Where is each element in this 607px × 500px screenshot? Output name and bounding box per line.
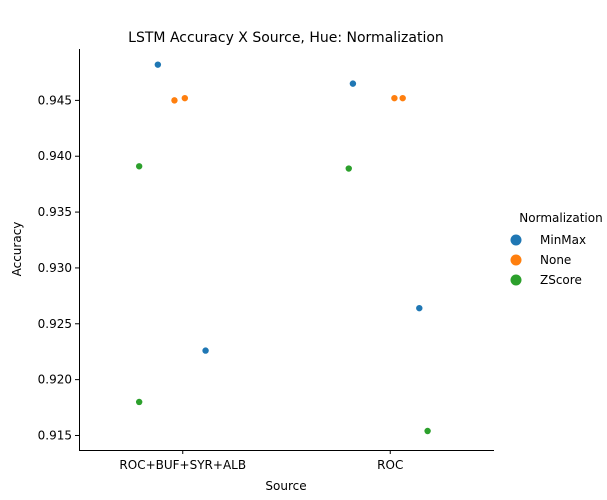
data-point-minmax bbox=[154, 61, 162, 68]
data-point-none bbox=[391, 94, 398, 102]
y-tick-label: 0.925 bbox=[38, 317, 72, 331]
data-point-minmax bbox=[349, 80, 357, 87]
data-point-none bbox=[399, 94, 406, 102]
data-point-none bbox=[171, 97, 178, 104]
y-tick-label: 0.915 bbox=[38, 428, 72, 442]
x-tick-label: ROC+BUF+SYR+ALB bbox=[119, 458, 246, 472]
legend-label-minmax: MinMax bbox=[540, 233, 586, 247]
plot-area bbox=[135, 61, 431, 435]
y-tick-label: 0.930 bbox=[38, 261, 72, 275]
y-axis-ticks: 0.915 0.920 0.925 0.930 0.935 0.940 0.945 bbox=[38, 93, 79, 442]
data-point-minmax bbox=[416, 304, 423, 312]
legend-label-none: None bbox=[540, 253, 571, 267]
y-axis-label: Accuracy bbox=[10, 222, 24, 277]
y-tick-label: 0.945 bbox=[38, 93, 72, 107]
chart-title: LSTM Accuracy X Source, Hue: Normalizati… bbox=[128, 30, 444, 46]
y-tick-label: 0.935 bbox=[38, 205, 72, 219]
data-point-none bbox=[181, 94, 189, 102]
data-point-zscore bbox=[345, 165, 352, 172]
legend-label-zscore: ZScore bbox=[540, 273, 582, 287]
data-point-zscore bbox=[424, 427, 431, 435]
y-tick-label: 0.920 bbox=[38, 373, 72, 387]
legend-title: Normalization bbox=[519, 211, 602, 225]
x-axis-label: Source bbox=[265, 479, 306, 493]
x-tick-label: ROC bbox=[377, 458, 403, 472]
y-tick-label: 0.940 bbox=[38, 149, 72, 163]
data-point-minmax bbox=[202, 347, 209, 354]
data-point-zscore bbox=[135, 163, 143, 170]
x-axis-ticks: ROC+BUF+SYR+ALB ROC bbox=[119, 450, 403, 472]
data-point-zscore bbox=[135, 398, 143, 406]
legend-marker-zscore bbox=[510, 274, 522, 286]
legend: Normalization MinMax None ZScore bbox=[510, 211, 603, 287]
legend-marker-minmax bbox=[510, 234, 522, 246]
legend-marker-none bbox=[510, 254, 522, 266]
legend-items: MinMax None ZScore bbox=[510, 233, 586, 287]
